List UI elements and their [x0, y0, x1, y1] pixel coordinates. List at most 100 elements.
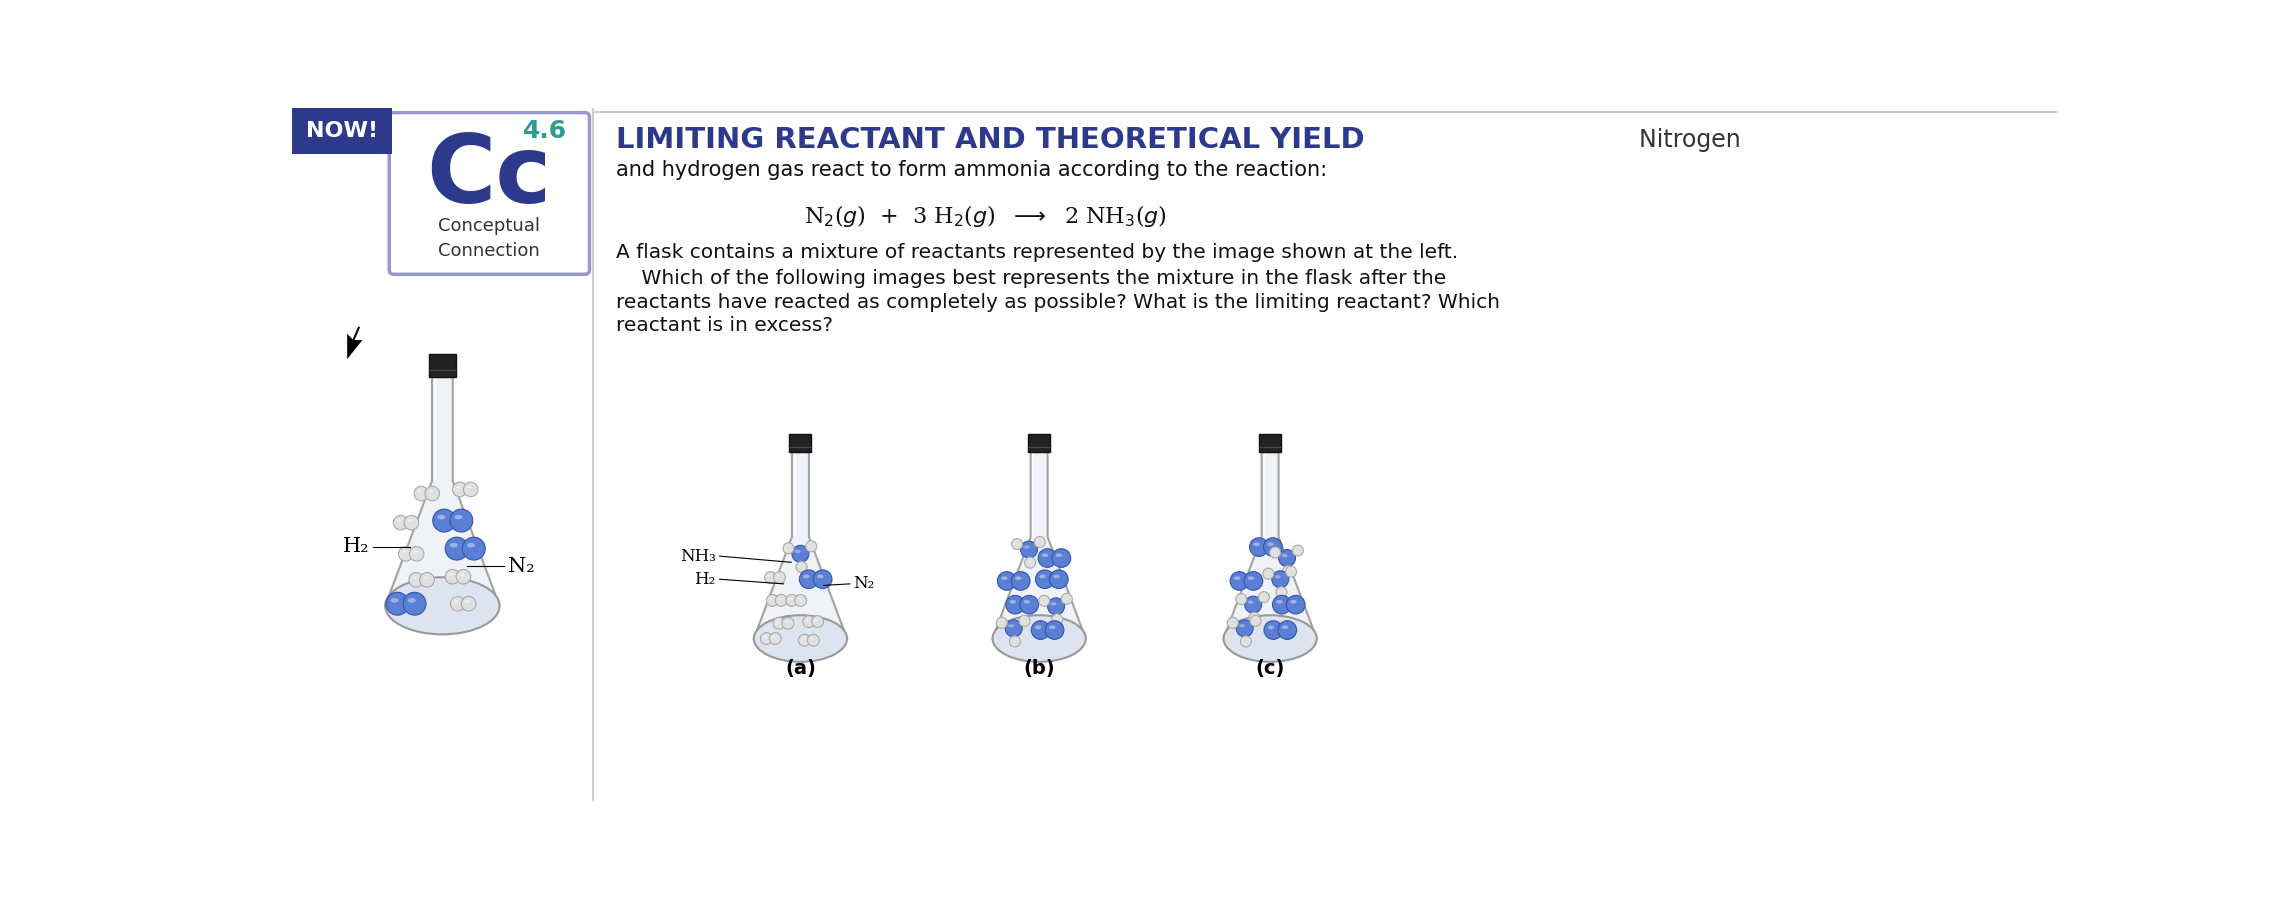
FancyBboxPatch shape — [390, 112, 589, 274]
Ellipse shape — [1245, 596, 1261, 613]
Ellipse shape — [408, 519, 413, 522]
Polygon shape — [754, 452, 848, 638]
Text: LIMITING REACTANT AND THEORETICAL YIELD: LIMITING REACTANT AND THEORETICAL YIELD — [617, 126, 1364, 154]
Ellipse shape — [770, 633, 782, 644]
Ellipse shape — [763, 635, 768, 638]
Ellipse shape — [1281, 626, 1288, 629]
Ellipse shape — [1263, 537, 1281, 556]
Ellipse shape — [1006, 595, 1025, 614]
Ellipse shape — [1025, 545, 1029, 549]
Ellipse shape — [772, 572, 786, 583]
Ellipse shape — [463, 537, 486, 560]
Ellipse shape — [1247, 576, 1254, 580]
Ellipse shape — [394, 516, 408, 530]
Ellipse shape — [766, 595, 779, 607]
Ellipse shape — [408, 598, 415, 603]
Ellipse shape — [1038, 574, 1045, 579]
Ellipse shape — [429, 491, 433, 492]
Ellipse shape — [1031, 621, 1050, 639]
Ellipse shape — [1036, 570, 1054, 589]
Ellipse shape — [1290, 600, 1297, 604]
Ellipse shape — [1286, 566, 1297, 577]
Ellipse shape — [1057, 554, 1061, 557]
Ellipse shape — [1038, 549, 1057, 567]
Ellipse shape — [793, 545, 809, 562]
Ellipse shape — [770, 598, 772, 599]
Ellipse shape — [1263, 568, 1274, 580]
Ellipse shape — [1245, 572, 1263, 590]
Ellipse shape — [1247, 600, 1254, 604]
Ellipse shape — [775, 595, 786, 607]
Ellipse shape — [390, 598, 399, 603]
Text: NOW!: NOW! — [307, 122, 378, 141]
Ellipse shape — [1047, 598, 1063, 615]
Text: N₂: N₂ — [853, 575, 873, 592]
Ellipse shape — [1279, 550, 1295, 566]
Ellipse shape — [385, 592, 408, 616]
Text: (c): (c) — [1256, 659, 1286, 678]
Text: H₂: H₂ — [694, 571, 715, 588]
Ellipse shape — [449, 543, 458, 547]
Ellipse shape — [807, 541, 816, 552]
Ellipse shape — [1272, 595, 1290, 614]
Ellipse shape — [1008, 624, 1013, 627]
Ellipse shape — [1284, 566, 1293, 577]
Ellipse shape — [1008, 600, 1015, 604]
Ellipse shape — [754, 616, 848, 662]
Ellipse shape — [782, 617, 793, 629]
Ellipse shape — [1061, 593, 1073, 604]
Bar — [1258, 434, 1281, 452]
Ellipse shape — [1249, 537, 1267, 556]
Text: Conceptual
Connection: Conceptual Connection — [438, 218, 541, 260]
Ellipse shape — [807, 634, 818, 646]
Ellipse shape — [1050, 602, 1057, 606]
Ellipse shape — [413, 551, 417, 553]
Ellipse shape — [777, 620, 779, 623]
Ellipse shape — [408, 572, 424, 587]
Text: NH₃: NH₃ — [681, 547, 715, 564]
Ellipse shape — [802, 574, 809, 579]
Ellipse shape — [385, 577, 500, 634]
Ellipse shape — [449, 573, 454, 576]
Ellipse shape — [777, 575, 779, 577]
Ellipse shape — [814, 619, 818, 621]
Polygon shape — [992, 452, 1086, 638]
Ellipse shape — [992, 616, 1086, 662]
Ellipse shape — [811, 616, 823, 627]
Text: 4.6: 4.6 — [523, 119, 566, 143]
Ellipse shape — [445, 570, 461, 584]
Ellipse shape — [1011, 572, 1029, 590]
Text: N₂: N₂ — [509, 556, 534, 576]
Ellipse shape — [772, 617, 784, 629]
Ellipse shape — [1025, 557, 1036, 568]
Ellipse shape — [1240, 636, 1251, 647]
Ellipse shape — [456, 570, 470, 584]
Ellipse shape — [399, 546, 413, 561]
Ellipse shape — [1052, 549, 1070, 567]
Ellipse shape — [454, 515, 463, 519]
Polygon shape — [346, 325, 364, 362]
Ellipse shape — [1008, 636, 1020, 647]
Ellipse shape — [456, 486, 461, 489]
Ellipse shape — [1050, 626, 1057, 629]
Ellipse shape — [1038, 595, 1050, 607]
Ellipse shape — [816, 574, 823, 579]
Text: and hydrogen gas react to form ammonia according to the reaction:: and hydrogen gas react to form ammonia a… — [617, 159, 1327, 180]
Text: Nitrogen: Nitrogen — [1625, 129, 1742, 152]
Ellipse shape — [997, 572, 1015, 590]
Bar — [788, 434, 811, 452]
Ellipse shape — [1254, 543, 1261, 546]
Ellipse shape — [1050, 570, 1068, 589]
Ellipse shape — [1020, 595, 1038, 614]
Polygon shape — [385, 377, 500, 606]
Ellipse shape — [1272, 571, 1288, 588]
Ellipse shape — [1267, 626, 1274, 629]
Ellipse shape — [1293, 545, 1304, 556]
Ellipse shape — [795, 550, 800, 553]
Ellipse shape — [401, 551, 406, 553]
Ellipse shape — [1020, 541, 1038, 558]
Ellipse shape — [1052, 614, 1063, 625]
Ellipse shape — [468, 543, 474, 547]
Ellipse shape — [1011, 538, 1022, 550]
Ellipse shape — [452, 597, 465, 611]
